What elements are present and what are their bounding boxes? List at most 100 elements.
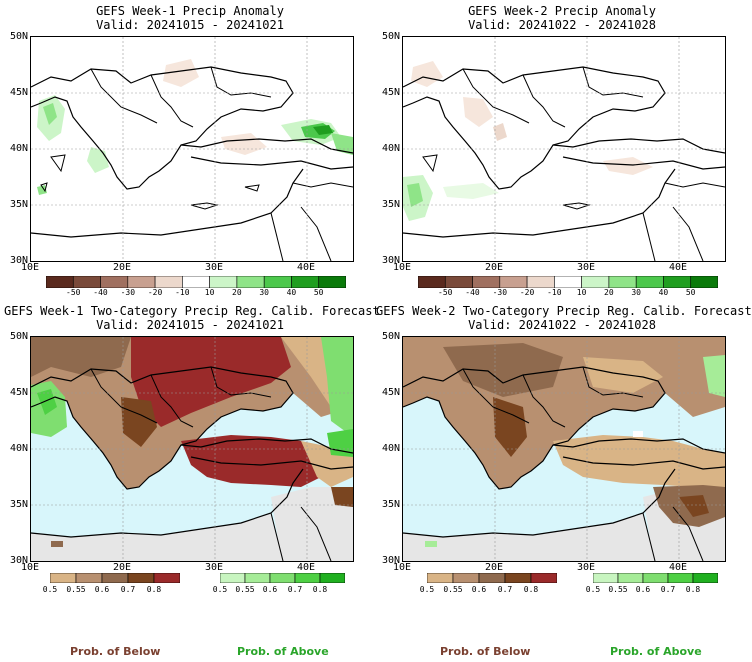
lon-label-40e: 40E: [296, 262, 316, 273]
lon-label-30e: 30E: [204, 262, 224, 273]
colorbar-swatch: [294, 573, 321, 583]
lon-label-20e-bl: 20E: [112, 562, 132, 573]
colorbar-swatch: [50, 573, 77, 583]
colorbar-swatch: [72, 276, 101, 288]
colorbar-swatch: [554, 276, 582, 288]
colorbar-tick-label: -50: [66, 288, 81, 297]
colorbar-tick-label: -20: [519, 288, 535, 297]
colorbar-swatch: [667, 573, 694, 583]
lat-label-40n-bl: 40N: [9, 443, 28, 454]
lat-label-30n-br: 30N: [381, 555, 400, 566]
colorbar-swatch: [269, 573, 296, 583]
colorbar-tick-label: 0.7: [660, 585, 676, 594]
prob-of-below-label-left: Prob. of Below: [70, 645, 161, 658]
colorbar-swatch: [608, 276, 637, 288]
panel-title-week2-anomaly: GEFS Week-2 Precip Anomaly: [468, 4, 656, 18]
colorbar-tick-label: 50: [685, 288, 696, 297]
colorbar-tick-label: 10: [204, 288, 215, 297]
map-week1-anomaly: [30, 36, 354, 262]
colorbar-tick-label: 0.55: [235, 585, 255, 594]
colorbar-swatch: [319, 573, 345, 583]
lon-label-10e-br: 10E: [392, 562, 412, 573]
lat-label-30n-r: 30N: [381, 255, 400, 266]
colorbar-swatch: [182, 276, 210, 288]
lat-label-50n: 50N: [9, 31, 28, 42]
lon-label-20e: 20E: [112, 262, 132, 273]
colorbar-swatch: [499, 276, 528, 288]
colorbar-swatch: [472, 276, 501, 288]
colorbar-swatch: [427, 573, 454, 583]
prob-of-below-label-right: Prob. of Below: [440, 645, 531, 658]
map-week1-probability: [30, 336, 354, 562]
prob-of-above-label-right: Prob. of Above: [610, 645, 702, 658]
map-week1-anomaly-graphic: [31, 37, 353, 261]
colorbar-swatch: [127, 573, 155, 583]
colorbar-tick-label: 0.7: [120, 585, 136, 594]
colorbar-tick-label: -30: [120, 288, 136, 297]
lat-label-50n-bl: 50N: [9, 331, 28, 342]
lat-label-35n-br: 35N: [381, 499, 400, 510]
prob-above-colorbar-right: [593, 573, 718, 583]
colorbar-swatch: [154, 276, 183, 288]
colorbar-tick-label: 0.6: [94, 585, 110, 594]
lat-label-45n-r: 45N: [381, 87, 400, 98]
colorbar-swatch: [220, 573, 246, 583]
colorbar-swatch: [444, 276, 473, 288]
colorbar-swatch: [318, 276, 346, 288]
lon-label-10e-bl: 10E: [20, 562, 40, 573]
prob-above-colorbar-left: [220, 573, 345, 583]
lat-label-40n-br: 40N: [381, 443, 400, 454]
lon-label-30e-br: 30E: [576, 562, 596, 573]
panel-valid-week1-prob: Valid: 20241015 - 20241021: [96, 318, 284, 332]
colorbar-swatch: [236, 276, 265, 288]
prob-of-above-label-left: Prob. of Above: [237, 645, 329, 658]
lon-label-10e-r: 10E: [392, 262, 412, 273]
map-week2-anomaly: [402, 36, 726, 262]
lat-label-30n: 30N: [9, 255, 28, 266]
lon-label-10e: 10E: [20, 262, 40, 273]
colorbar-tick-label: 0.55: [608, 585, 628, 594]
colorbar-tick-label: 0.5: [212, 585, 228, 594]
panel-valid-week1-anomaly: Valid: 20241015 - 20241021: [96, 18, 284, 32]
colorbar-swatch: [593, 573, 619, 583]
colorbar-tick-label: 0.8: [523, 585, 539, 594]
colorbar-swatch: [690, 276, 718, 288]
colorbar-tick-label: 0.7: [497, 585, 513, 594]
colorbar-swatch: [127, 276, 156, 288]
colorbar-tick-label: -10: [175, 288, 190, 297]
lon-label-40e-br: 40E: [668, 562, 688, 573]
map-week1-probability-graphic: [31, 337, 353, 561]
colorbar-swatch: [635, 276, 664, 288]
colorbar-tick-label: -20: [147, 288, 163, 297]
map-week2-probability-graphic: [403, 337, 725, 561]
colorbar-tick-label: 0.8: [312, 585, 328, 594]
colorbar-swatch: [504, 573, 532, 583]
colorbar-tick-label: 30: [631, 288, 641, 297]
colorbar-tick-label: 50: [313, 288, 324, 297]
colorbar-tick-label: -10: [547, 288, 562, 297]
colorbar-tick-label: 0.6: [471, 585, 487, 594]
anomaly-colorbar-right: [418, 276, 718, 288]
panel-valid-week2-anomaly: Valid: 20241022 - 20241028: [468, 18, 656, 32]
colorbar-swatch: [100, 276, 129, 288]
lon-label-20e-r: 20E: [484, 262, 504, 273]
map-week2-anomaly-graphic: [403, 37, 725, 261]
colorbar-tick-label: 0.5: [419, 585, 435, 594]
colorbar-swatch: [46, 276, 74, 288]
panel-title-week1-prob: GEFS Week-1 Two-Category Precip Reg. Cal…: [4, 304, 380, 318]
colorbar-swatch: [642, 573, 669, 583]
lat-label-35n: 35N: [9, 199, 28, 210]
colorbar-tick-label: 0.8: [685, 585, 701, 594]
colorbar-swatch: [153, 573, 180, 583]
lat-label-35n-r: 35N: [381, 199, 400, 210]
colorbar-tick-label: 40: [658, 288, 669, 297]
panel-title-week1-anomaly: GEFS Week-1 Precip Anomaly: [96, 4, 284, 18]
colorbar-tick-label: 0.5: [585, 585, 601, 594]
anomaly-colorbar-left: [46, 276, 346, 288]
colorbar-tick-label: 40: [286, 288, 297, 297]
colorbar-swatch: [478, 573, 506, 583]
lat-label-40n: 40N: [9, 143, 28, 154]
prob-below-colorbar-left: [50, 573, 180, 583]
lat-label-35n-bl: 35N: [9, 499, 28, 510]
colorbar-swatch: [291, 276, 320, 288]
